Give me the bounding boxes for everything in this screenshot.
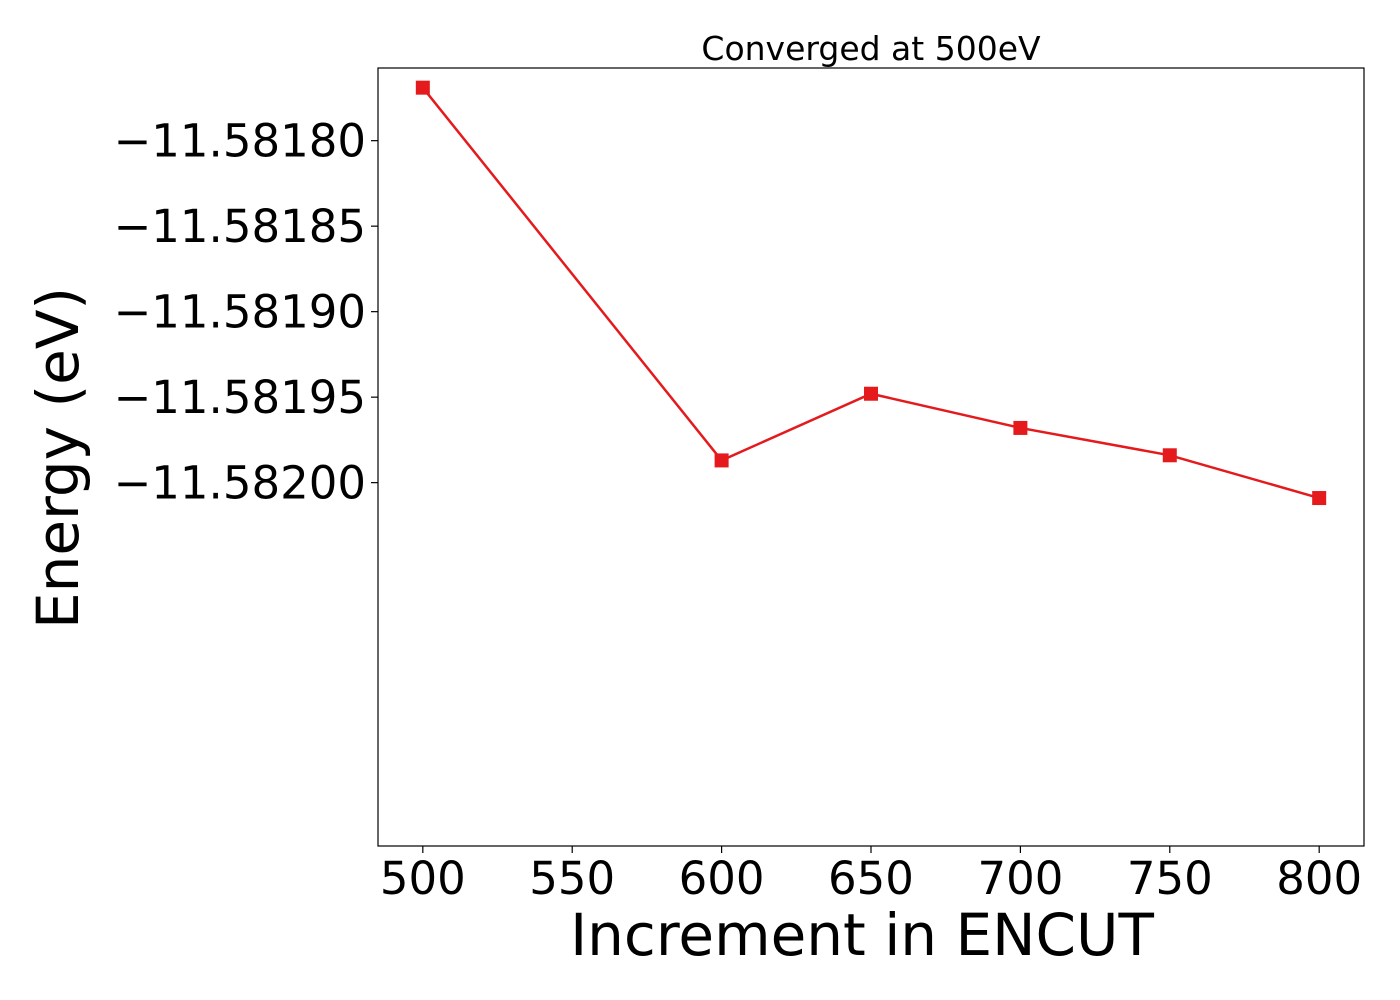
x-tick-label: 800 [1276,852,1362,905]
y-axis-label: Energy (eV) [24,287,92,629]
x-tick-label: 650 [828,852,914,905]
y-tick-label: −11.58185 [114,200,366,253]
x-tick-label: 500 [380,852,466,905]
data-point [714,453,729,468]
y-tick-label: −11.58190 [114,286,366,339]
y-tick-label: −11.58200 [114,457,366,510]
data-point [1312,491,1327,506]
data-point [1013,420,1028,435]
x-tick-label: 750 [1127,852,1213,905]
y-tick-label: −11.58195 [114,371,366,424]
x-axis-label: Increment in ENCUT [570,901,1154,969]
x-tick-label: 700 [977,852,1063,905]
data-point [415,80,430,95]
x-tick-label: 600 [679,852,765,905]
plot-area: 500 550 600 650 700 750 800 −11.58180 −11.58185 −… [114,67,1365,905]
x-tick-label: 550 [529,852,615,905]
data-point [864,386,878,401]
chart-title: Converged at 500eV [701,29,1041,68]
series-line [421,86,1320,500]
data-point [1162,448,1177,463]
axes-frame [377,67,1365,847]
y-tick-label: −11.58180 [114,115,366,168]
